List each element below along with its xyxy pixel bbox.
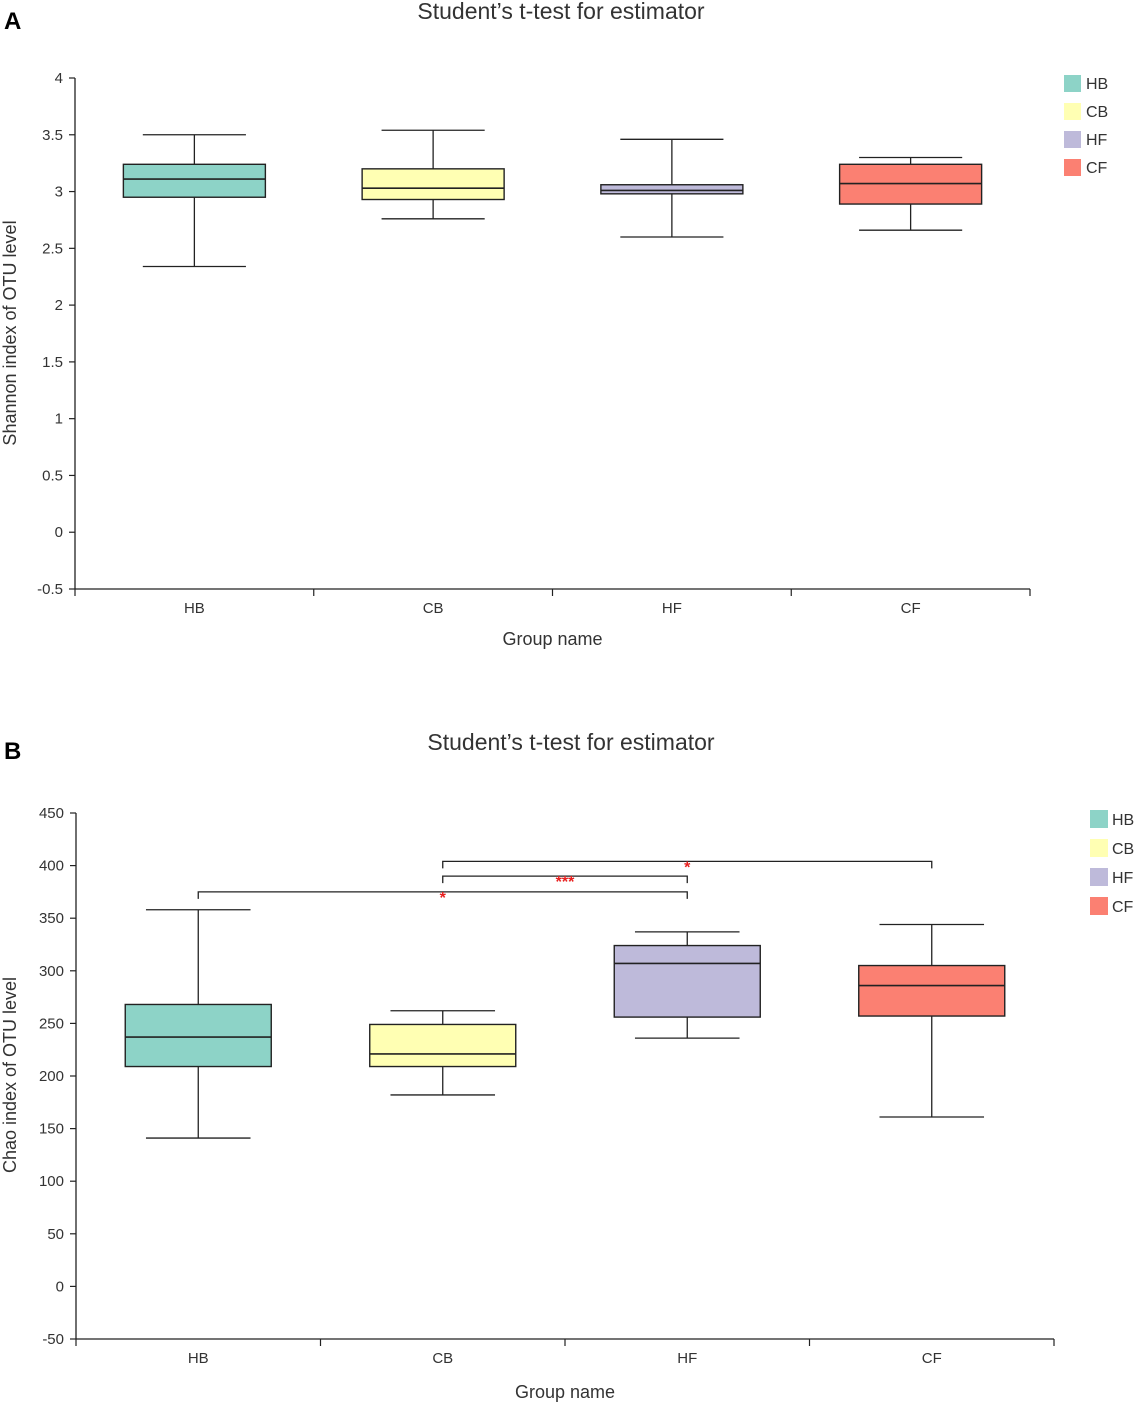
legend-label: CB	[1086, 104, 1108, 121]
bracket-line	[442, 875, 688, 884]
significance-label: *	[440, 890, 447, 907]
panel-label: B	[4, 738, 22, 765]
legend: HB CB HF CF	[1064, 75, 1108, 177]
x-axis-label: Group name	[502, 629, 602, 649]
box-cf	[838, 156, 983, 231]
panel-a-shannon-chart: A Student’s t-test for estimator -0.5 0 0.…	[0, 0, 1136, 700]
chart-title: Student’s t-test for estimator	[427, 729, 715, 755]
legend-label: CB	[1112, 841, 1134, 858]
x-tick-label: HF	[662, 600, 682, 617]
y-tick-label: -50	[42, 1331, 64, 1348]
box-iqr	[613, 944, 761, 1018]
x-tick-label: HB	[184, 600, 205, 617]
box-iqr	[361, 168, 505, 201]
bracket-line	[197, 891, 688, 899]
y-tick-label: 0.5	[42, 467, 63, 484]
legend-swatch	[1090, 897, 1108, 915]
y-tick-label: 3.5	[42, 127, 63, 144]
legend-label: HB	[1086, 76, 1108, 93]
x-tick-label: CB	[423, 600, 444, 617]
y-tick-label: 450	[39, 805, 64, 822]
legend-label: HB	[1112, 812, 1134, 829]
legend-swatch	[1064, 131, 1081, 148]
y-tick-label: 300	[39, 963, 64, 980]
plot-svg: -0.5 0 0.5 1 1.5 2 2.5 3 3.5 4 HB CB HF CF Group name S…	[0, 70, 1108, 649]
chart-title: Student’s t-test for estimator	[417, 0, 705, 24]
y-tick-label: 2.5	[42, 240, 63, 257]
box-hf	[600, 138, 744, 238]
box-cb	[369, 1010, 517, 1096]
legend-swatch	[1090, 810, 1108, 828]
box-iqr	[124, 1003, 272, 1068]
y-tick-label: 1.5	[42, 354, 63, 371]
legend-swatch	[1090, 839, 1108, 857]
y-tick-label: 250	[39, 1015, 64, 1032]
x-tick-label: HF	[677, 1350, 697, 1367]
x-tick-label: CB	[432, 1350, 453, 1367]
significance-bracket: *	[197, 890, 688, 907]
y-tick-label: 50	[47, 1226, 64, 1243]
legend-label: HF	[1112, 870, 1134, 887]
legend-label: HF	[1086, 132, 1108, 149]
y-tick-label: 4	[55, 70, 63, 87]
y-tick-label: 3	[55, 184, 63, 201]
legend-swatch	[1090, 868, 1108, 886]
x-axis-label: Group name	[515, 1382, 615, 1402]
y-tick-label: 100	[39, 1173, 64, 1190]
y-axis-label: Chao index of OTU level	[0, 977, 20, 1173]
significance-bracket: *	[442, 859, 933, 876]
box-hf	[613, 931, 761, 1039]
x-tick-label: HB	[188, 1350, 209, 1367]
box-hb	[122, 134, 267, 268]
bracket-line	[442, 860, 933, 869]
legend-swatch	[1064, 103, 1081, 120]
y-tick-label: 0	[56, 1278, 64, 1295]
panel-b-chao-chart: B Student’s t-test for estimator -50 0 50 1…	[0, 700, 1136, 1404]
plot-svg: -50 0 50 100 150 200 250 300 350 400 450 HB CB HF CF Gr…	[0, 805, 1134, 1402]
box-cb	[361, 129, 505, 220]
y-tick-label: 0	[55, 524, 63, 541]
y-axis-label: Shannon index of OTU level	[0, 220, 20, 445]
x-tick-label: CF	[922, 1350, 942, 1367]
y-tick-label: -0.5	[37, 581, 63, 598]
y-tick-label: 150	[39, 1121, 64, 1138]
significance-label: *	[684, 859, 691, 876]
box-iqr	[122, 163, 267, 198]
legend-swatch	[1064, 75, 1081, 92]
y-tick-label: 400	[39, 858, 64, 875]
box-iqr	[369, 1023, 517, 1068]
box-hb	[124, 909, 272, 1139]
legend-label: CF	[1112, 899, 1134, 916]
y-tick-label: 1	[55, 411, 63, 428]
panel-label: A	[4, 8, 22, 35]
y-tick-label: 2	[55, 297, 63, 314]
legend-swatch	[1064, 159, 1081, 176]
significance-label: ***	[556, 874, 575, 891]
legend: HB CB HF CF	[1090, 810, 1134, 916]
y-tick-label: 350	[39, 910, 64, 927]
significance-bracket: ***	[442, 874, 688, 891]
box-iqr	[600, 184, 744, 195]
y-tick-label: 200	[39, 1068, 64, 1085]
box-cf	[858, 923, 1006, 1118]
box-iqr	[858, 964, 1006, 1017]
legend-label: CF	[1086, 160, 1108, 177]
x-tick-label: CF	[901, 600, 921, 617]
